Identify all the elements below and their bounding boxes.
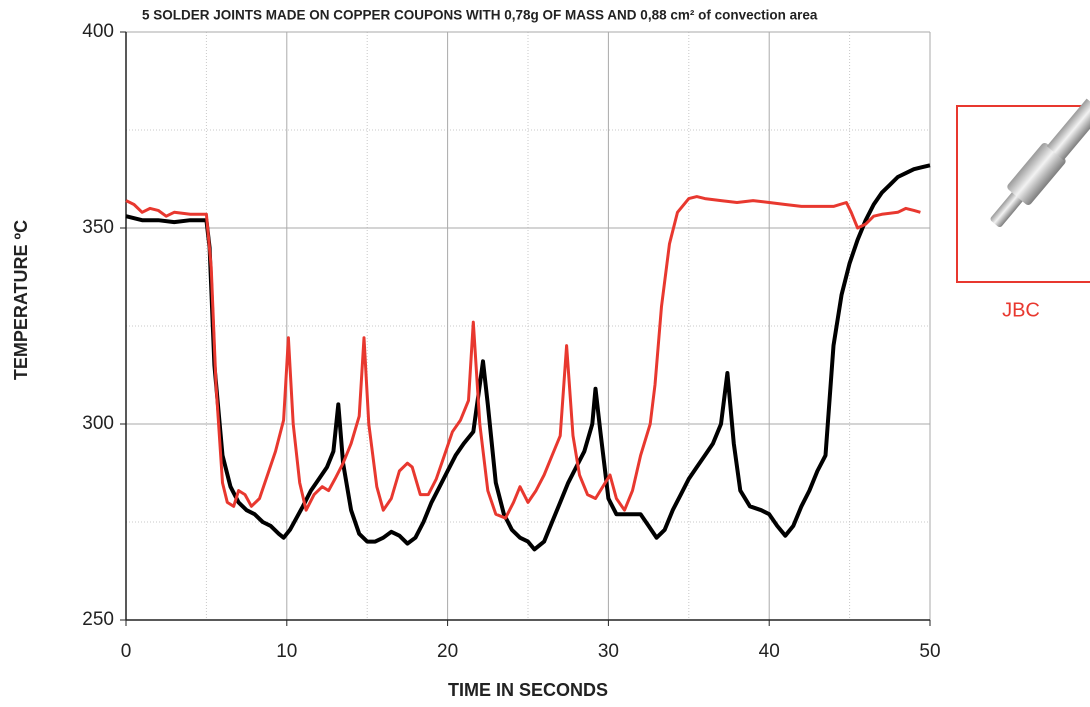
y-tick-label: 250 (82, 609, 114, 630)
y-tick-label: 300 (82, 413, 114, 434)
series-line (125, 163, 931, 552)
x-tick-label: 10 (276, 641, 297, 662)
x-axis-label: TIME IN SECONDS (448, 680, 608, 700)
y-tick-label: 400 (82, 21, 114, 42)
inset-label: JBC (1002, 299, 1040, 321)
y-tick-label: 350 (82, 217, 114, 238)
x-tick-label: 0 (121, 641, 132, 662)
x-tick-label: 50 (919, 641, 940, 662)
series-line (125, 195, 921, 520)
inset-photo (956, 98, 1090, 283)
x-tick-label: 30 (598, 641, 619, 662)
x-tick-label: 20 (437, 641, 458, 662)
x-tick-label: 40 (759, 641, 780, 662)
chart-title: 5 SOLDER JOINTS MADE ON COPPER COUPONS W… (142, 8, 818, 23)
y-axis-label: TEMPERATURE ºC (11, 220, 31, 380)
